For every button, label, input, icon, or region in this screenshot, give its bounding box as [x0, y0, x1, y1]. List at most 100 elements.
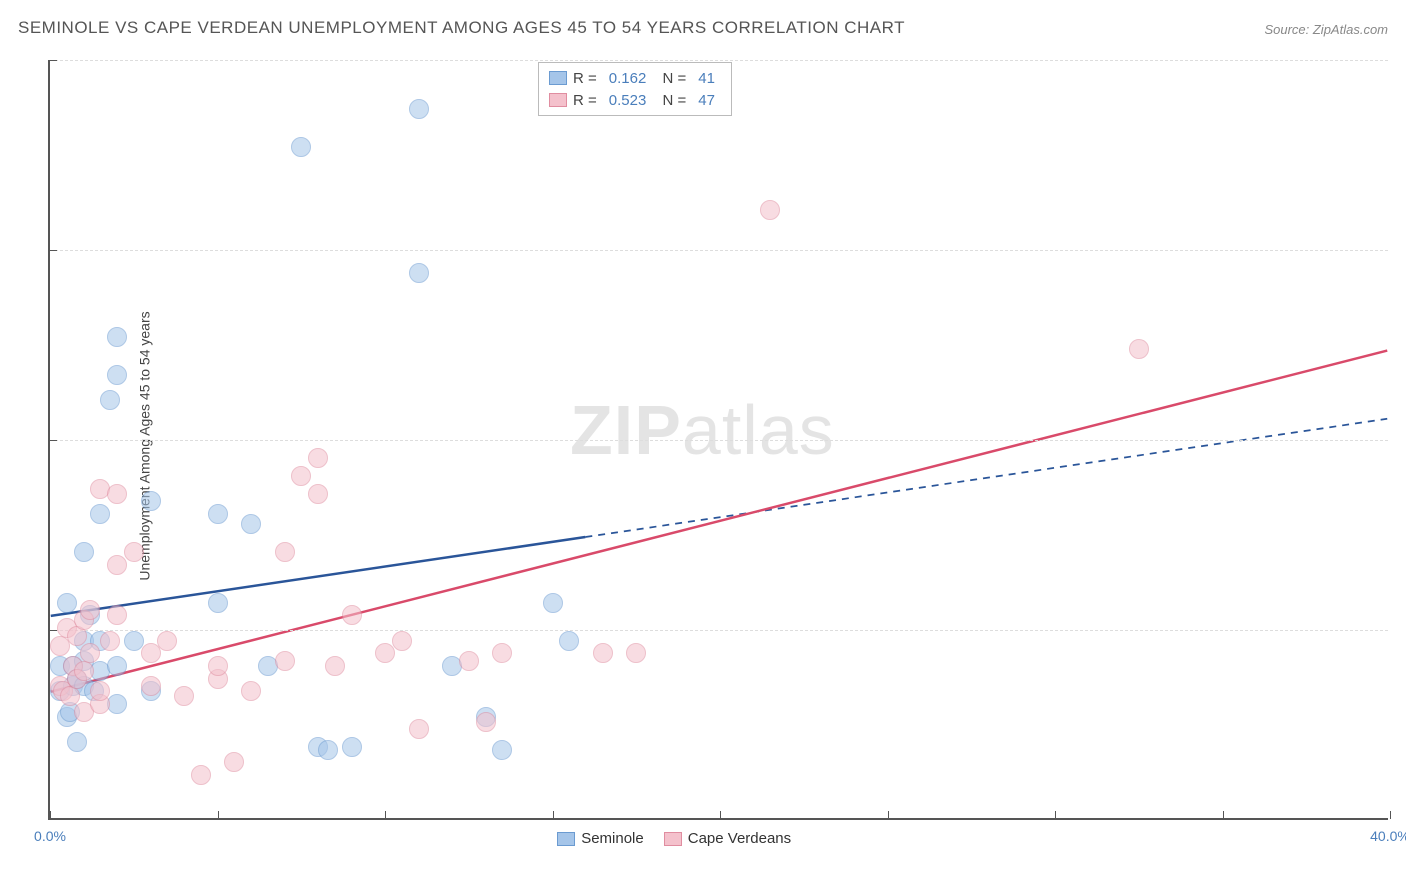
- legend-stats-row: R = 0.523 N = 47: [549, 89, 721, 111]
- scatter-point: [325, 656, 345, 676]
- legend-r-label: R =: [573, 70, 597, 87]
- gridline: [50, 440, 1388, 441]
- scatter-point: [224, 752, 244, 772]
- legend-swatch: [664, 832, 682, 846]
- x-tick: [218, 811, 219, 819]
- scatter-point: [409, 263, 429, 283]
- scatter-point: [90, 681, 110, 701]
- legend-swatch: [557, 832, 575, 846]
- scatter-point: [191, 765, 211, 785]
- scatter-point: [107, 555, 127, 575]
- scatter-point: [100, 631, 120, 651]
- legend-n-value: 47: [698, 92, 715, 109]
- legend-n-label: N =: [658, 92, 686, 109]
- watermark-rest: atlas: [682, 391, 835, 469]
- gridline: [50, 60, 1388, 61]
- scatter-point: [476, 712, 496, 732]
- scatter-point: [107, 327, 127, 347]
- scatter-point: [459, 651, 479, 671]
- trend-lines-svg: [50, 60, 1388, 818]
- x-tick: [720, 811, 721, 819]
- legend-stats-box: R = 0.162 N = 41R = 0.523 N = 47: [538, 62, 732, 116]
- scatter-point: [241, 514, 261, 534]
- scatter-point: [492, 643, 512, 663]
- x-tick-label: 40.0%: [1370, 828, 1406, 844]
- bottom-legend: Seminole Cape Verdeans: [557, 830, 791, 847]
- scatter-point: [275, 651, 295, 671]
- scatter-point: [208, 656, 228, 676]
- x-tick: [385, 811, 386, 819]
- x-tick: [50, 811, 51, 819]
- scatter-point: [760, 200, 780, 220]
- legend-swatch: [549, 93, 567, 107]
- scatter-point: [241, 681, 261, 701]
- scatter-point: [80, 600, 100, 620]
- y-tick: [49, 630, 57, 631]
- x-tick: [553, 811, 554, 819]
- trend-line-dashed: [585, 419, 1387, 537]
- x-tick: [1223, 811, 1224, 819]
- legend-r-value: 0.162: [609, 70, 647, 87]
- scatter-point: [80, 643, 100, 663]
- scatter-point: [141, 676, 161, 696]
- source-attribution: Source: ZipAtlas.com: [1264, 22, 1388, 37]
- chart-title: SEMINOLE VS CAPE VERDEAN UNEMPLOYMENT AM…: [18, 18, 905, 38]
- scatter-point: [593, 643, 613, 663]
- scatter-point: [90, 504, 110, 524]
- scatter-plot-area: ZIPatlas 7.5%15.0%22.5%30.0%0.0%40.0%: [48, 60, 1388, 820]
- bottom-legend-label: Seminole: [581, 830, 644, 847]
- scatter-point: [100, 390, 120, 410]
- scatter-point: [74, 661, 94, 681]
- watermark: ZIPatlas: [570, 390, 835, 470]
- scatter-point: [141, 643, 161, 663]
- scatter-point: [107, 484, 127, 504]
- y-tick: [49, 440, 57, 441]
- scatter-point: [342, 737, 362, 757]
- scatter-point: [543, 593, 563, 613]
- scatter-point: [67, 732, 87, 752]
- scatter-point: [174, 686, 194, 706]
- scatter-point: [409, 719, 429, 739]
- gridline: [50, 250, 1388, 251]
- gridline: [50, 630, 1388, 631]
- scatter-point: [392, 631, 412, 651]
- legend-n-value: 41: [698, 70, 715, 87]
- scatter-point: [342, 605, 362, 625]
- scatter-point: [409, 99, 429, 119]
- legend-stats-row: R = 0.162 N = 41: [549, 67, 721, 89]
- scatter-point: [107, 656, 127, 676]
- scatter-point: [275, 542, 295, 562]
- y-tick: [49, 250, 57, 251]
- scatter-point: [107, 605, 127, 625]
- scatter-point: [1129, 339, 1149, 359]
- bottom-legend-item: Cape Verdeans: [664, 830, 791, 847]
- scatter-point: [375, 643, 395, 663]
- legend-swatch: [549, 71, 567, 85]
- legend-r-value: 0.523: [609, 92, 647, 109]
- scatter-point: [124, 542, 144, 562]
- scatter-point: [291, 137, 311, 157]
- scatter-point: [559, 631, 579, 651]
- x-tick: [1055, 811, 1056, 819]
- watermark-bold: ZIP: [570, 391, 682, 469]
- scatter-point: [208, 504, 228, 524]
- bottom-legend-item: Seminole: [557, 830, 644, 847]
- legend-r-label: R =: [573, 92, 597, 109]
- scatter-point: [157, 631, 177, 651]
- legend-n-label: N =: [658, 70, 686, 87]
- scatter-point: [318, 740, 338, 760]
- scatter-point: [626, 643, 646, 663]
- scatter-point: [74, 542, 94, 562]
- scatter-point: [308, 484, 328, 504]
- scatter-point: [308, 448, 328, 468]
- scatter-point: [57, 593, 77, 613]
- y-tick: [49, 60, 57, 61]
- scatter-point: [291, 466, 311, 486]
- x-tick-label: 0.0%: [34, 828, 66, 844]
- bottom-legend-label: Cape Verdeans: [688, 830, 791, 847]
- scatter-point: [492, 740, 512, 760]
- x-tick: [888, 811, 889, 819]
- scatter-point: [208, 593, 228, 613]
- x-tick: [1390, 811, 1391, 819]
- scatter-point: [107, 365, 127, 385]
